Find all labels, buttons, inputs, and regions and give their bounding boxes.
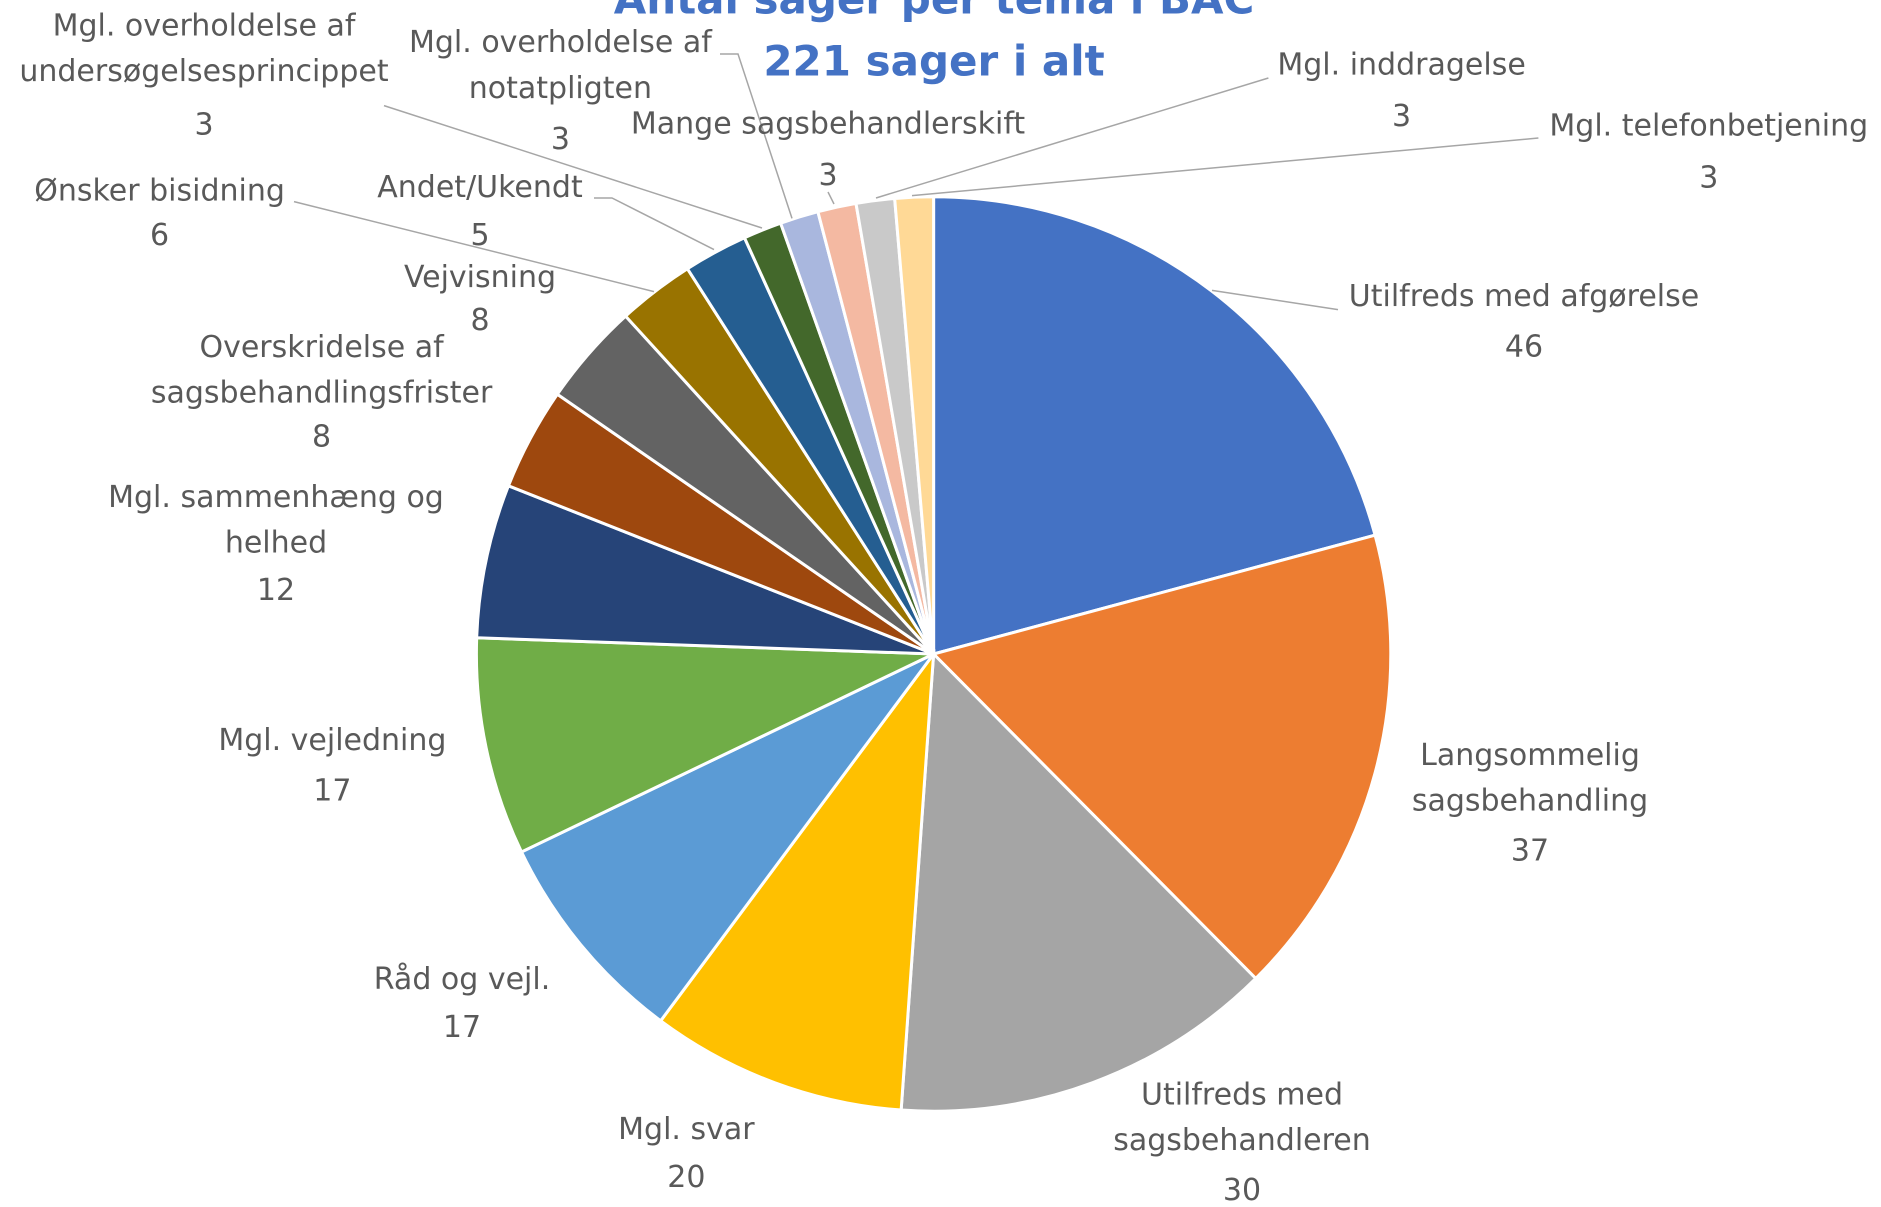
value-label: 3	[818, 158, 837, 193]
category-label: Mgl. vejledning	[218, 723, 446, 758]
value-label: 5	[470, 218, 489, 253]
value-label: 17	[313, 774, 351, 809]
chart-subtitle: 221 sager i alt	[763, 37, 1104, 86]
value-label: 17	[443, 1010, 481, 1045]
leader-line	[875, 77, 1269, 199]
category-label: Mgl. inddragelse	[1277, 48, 1525, 83]
leader-line	[1211, 289, 1339, 311]
category-label: Mgl. overholdelse af undersøgelsesprincip…	[19, 8, 388, 89]
category-label: Vejvisning	[404, 260, 556, 295]
pie-slice	[930, 533, 1393, 981]
category-label: Mgl. overholdelse af notatpligten	[409, 25, 713, 106]
value-label: 12	[257, 573, 295, 608]
category-label: Mgl. sammenhæng og helhed	[108, 480, 444, 561]
chart-title: Antal sager per tema i BAC	[614, 0, 1255, 24]
value-label: 6	[150, 218, 169, 253]
category-label: Mange sagsbehandlerskift	[631, 106, 1025, 141]
value-label: 8	[312, 420, 331, 455]
category-label: Råd og vejl.	[374, 962, 551, 997]
pie-slice	[519, 652, 935, 1023]
category-label: Mgl. svar	[618, 1112, 755, 1147]
leader-line	[383, 104, 763, 229]
value-label: 3	[194, 108, 213, 143]
pie-slice	[899, 650, 1258, 1113]
value-label: 3	[1392, 99, 1411, 134]
category-label: Overskridelse af sagsbehandlingsfrister	[151, 330, 493, 411]
leader-line	[293, 200, 655, 293]
value-label: 8	[470, 303, 489, 338]
category-label: Andet/Ukendt	[377, 170, 583, 205]
category-label: Ønsker bisidning	[34, 174, 285, 209]
leader-line	[827, 191, 835, 205]
category-label: Mgl. telefonbetjening	[1549, 109, 1868, 144]
value-label: 3	[1699, 160, 1718, 195]
pie-slice	[475, 483, 935, 656]
category-label: Langsommelig sagsbehandling	[1412, 738, 1648, 819]
pie-slice	[932, 195, 1377, 656]
value-label: 46	[1505, 330, 1543, 365]
pie-slice	[893, 195, 936, 655]
pie-slice	[474, 636, 935, 854]
value-label: 37	[1511, 834, 1549, 869]
pie-slice	[658, 648, 936, 1112]
leader-line	[594, 197, 715, 251]
category-label: Utilfreds med sagsbehandleren	[1113, 1077, 1371, 1158]
value-label: 20	[667, 1160, 705, 1195]
value-label: 30	[1223, 1173, 1261, 1207]
value-label: 3	[551, 122, 570, 157]
category-label: Utilfreds med afgørelse	[1349, 279, 1699, 314]
leader-line	[911, 137, 1539, 197]
leader-line	[720, 53, 793, 219]
